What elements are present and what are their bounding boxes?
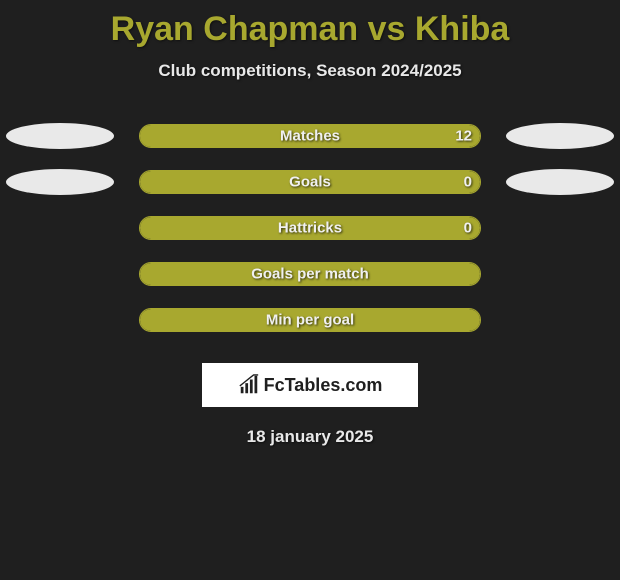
- stat-bar: Min per goal: [139, 308, 481, 332]
- stat-bar: Goals 0: [139, 170, 481, 194]
- player-oval-right: [506, 169, 614, 195]
- stat-label: Goals: [289, 174, 331, 191]
- stats-rows: Matches 12 Goals 0 Hattricks 0 Goals per match…: [0, 113, 620, 343]
- chart-icon: [238, 374, 260, 396]
- player-oval-left: [6, 169, 114, 195]
- stat-bar: Matches 12: [139, 124, 481, 148]
- player-oval-right: [506, 123, 614, 149]
- stat-label: Hattricks: [278, 220, 342, 237]
- stat-label: Goals per match: [251, 266, 369, 283]
- player-oval-left: [6, 123, 114, 149]
- date-line: 18 january 2025: [0, 427, 620, 447]
- stat-label: Matches: [280, 128, 340, 145]
- stat-value-right: 12: [455, 128, 472, 145]
- stat-row: Hattricks 0: [0, 205, 620, 251]
- stat-row: Goals per match: [0, 251, 620, 297]
- stat-label: Min per goal: [266, 312, 354, 329]
- page-title: Ryan Chapman vs Khiba: [0, 0, 620, 49]
- logo-text: FcTables.com: [264, 375, 383, 396]
- stat-bar: Goals per match: [139, 262, 481, 286]
- stat-row: Goals 0: [0, 159, 620, 205]
- stat-value-right: 0: [464, 220, 472, 237]
- page-subtitle: Club competitions, Season 2024/2025: [0, 61, 620, 81]
- stat-row: Matches 12: [0, 113, 620, 159]
- logo-box[interactable]: FcTables.com: [202, 363, 418, 407]
- stat-bar: Hattricks 0: [139, 216, 481, 240]
- stat-row: Min per goal: [0, 297, 620, 343]
- stat-value-right: 0: [464, 174, 472, 191]
